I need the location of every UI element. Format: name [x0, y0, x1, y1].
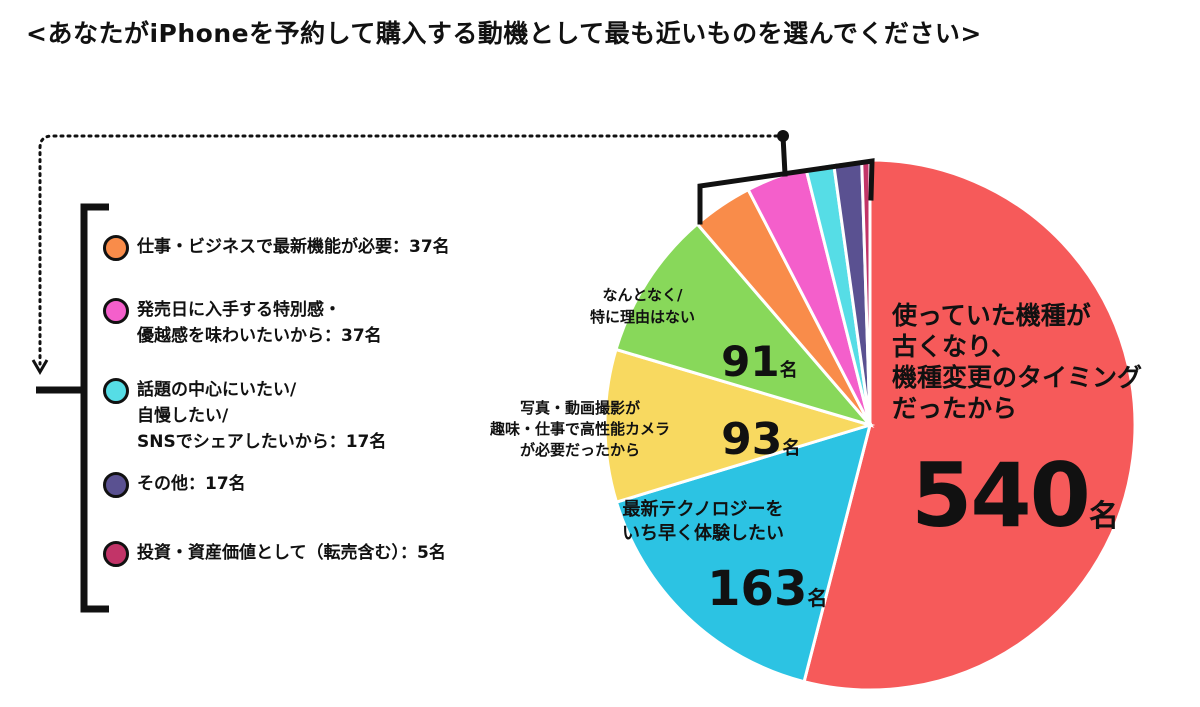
value-91: 91	[721, 337, 780, 386]
bracket-dot	[777, 130, 789, 142]
label-540-value: 540名	[900, 427, 1119, 546]
pie-slice-540-0	[802, 158, 1137, 692]
legend-label: 発売日に入手する特別感・ 優越感を味わいたいから：37名	[137, 300, 382, 346]
legend-swatch	[103, 378, 129, 404]
label-93-value: 93名	[710, 394, 800, 467]
unit-540: 名	[1088, 499, 1119, 534]
legend-swatch	[103, 235, 129, 261]
unit-163: 名	[807, 586, 828, 610]
label-93-text: 写真・動画撮影が 趣味・仕事で高性能カメラ が必要だったから	[490, 399, 671, 459]
label-540-text: 使っていた機種が 古くなり、 機種変更のタイミング だったから	[892, 301, 1143, 423]
legend-swatch	[103, 472, 129, 498]
label-91-text: なんとなく/ 特に理由はない	[590, 286, 696, 326]
pie-slice-93-2	[603, 347, 876, 504]
label-91-value: 91名	[710, 318, 798, 387]
legend-bracket	[36, 203, 109, 613]
pie-slice-91-3	[614, 221, 875, 428]
value-93: 93	[721, 414, 783, 465]
unit-93: 名	[782, 438, 801, 459]
label-163-text: 最新テクノロジーを いち早く体験したい	[622, 499, 784, 544]
legend-label: 投資・資産価値として（転売含む）：5名	[137, 543, 446, 563]
dotted-connector	[38, 134, 779, 366]
connector-arrowhead	[31, 359, 49, 375]
unit-91: 名	[779, 360, 798, 381]
legend-label: その他：17名	[137, 474, 246, 494]
legend-swatch	[103, 298, 129, 324]
legend-label: 話題の中心にいたい/ 自慢したい/ SNSでシェアしたいから：17名	[137, 380, 387, 452]
value-540: 540	[911, 444, 1091, 547]
chart-title: <あなたがiPhoneを予約して購入する動機として最も近いものを選んでください>	[26, 19, 982, 48]
legend-label: 仕事・ビジネスで最新機能が必要：37名	[137, 237, 450, 257]
legend-swatch	[103, 541, 129, 567]
pie-slice-163-1	[614, 422, 873, 684]
small-slices-bracket	[697, 133, 875, 225]
label-163-value: 163名	[696, 541, 827, 618]
value-163: 163	[707, 561, 808, 617]
